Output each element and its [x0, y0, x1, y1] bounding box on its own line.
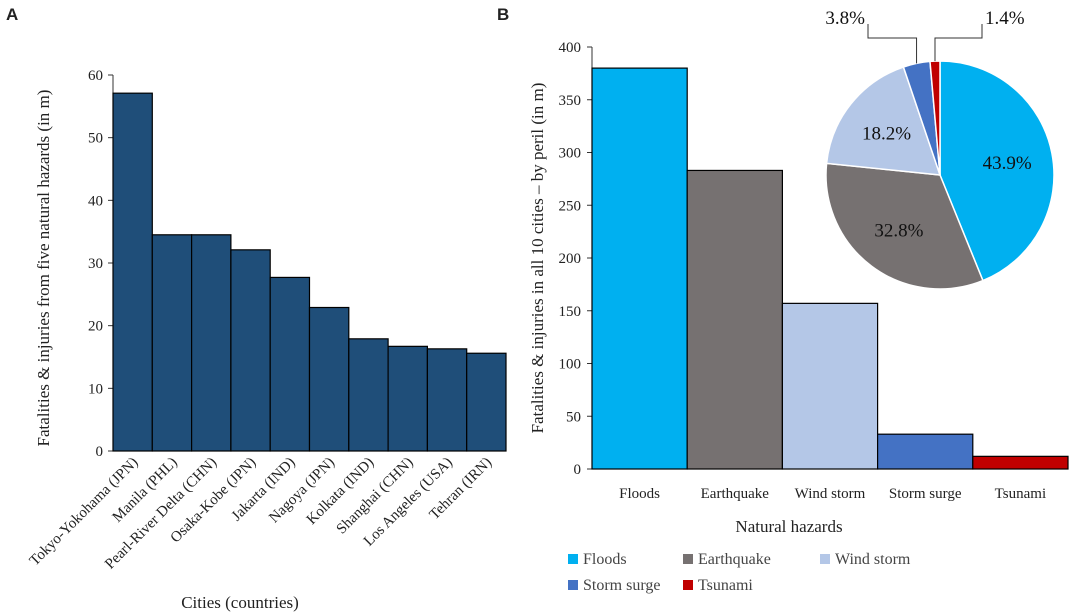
panel-a-y-tick-label: 10 [88, 381, 103, 397]
legend: Floods Earthquake Wind storm Storm surge Tsu… [568, 551, 911, 594]
legend-label: Floods [583, 551, 627, 568]
panel-a-y-axis-title: Fatalities & injuries from five natural … [34, 90, 53, 447]
legend-label: Earthquake [698, 551, 771, 568]
panel-a-bar [426, 348, 468, 452]
panel-a-bar [191, 234, 232, 452]
panel-a-y-tick-label: 40 [88, 193, 103, 209]
legend-label: Wind storm [835, 551, 911, 568]
panel-a-y-tick-label: 50 [88, 131, 103, 147]
panel-a-y-tick-label: 20 [88, 319, 103, 335]
legend-swatch [568, 554, 578, 564]
panel-b-y-tick-label: 100 [559, 357, 582, 373]
pie-slice [825, 162, 984, 290]
panel-b-y-tick-label: 50 [566, 409, 581, 425]
legend-swatch [820, 554, 830, 564]
panel-a-bar [269, 276, 311, 452]
pie-slice [939, 60, 1055, 282]
panel-b-x-tick-label: Tsunami [995, 486, 1046, 502]
panel-b-y-tick-label: 250 [559, 198, 582, 214]
panel-a-bar [112, 92, 153, 452]
panel-b-y-tick-label: 200 [559, 251, 582, 267]
panel-a-y-tick-label: 30 [88, 256, 103, 272]
pie-value-label: 32.8% [874, 221, 923, 242]
pie-slice [825, 66, 942, 176]
panel-b-bar [972, 455, 1069, 470]
legend-swatch [683, 554, 693, 564]
legend-swatch [683, 580, 693, 590]
panel-b-x-tick-label: Wind storm [795, 486, 866, 502]
panel-b-x-tick-label: Storm surge [889, 486, 962, 502]
panel-b-letter: B [497, 5, 509, 24]
pie-leader-line [867, 24, 918, 64]
legend-label: Storm surge [583, 577, 660, 594]
panel-a-bar [466, 352, 507, 452]
pie-slice [929, 60, 941, 176]
panel-b-y-tick-label: 0 [574, 462, 582, 478]
panel-b-x-tick-label: Floods [619, 486, 660, 502]
panel-b-bar [686, 169, 784, 470]
panel-a-bar [387, 345, 429, 452]
panel-b-y-tick-label: 150 [559, 304, 582, 320]
legend-label: Tsunami [698, 577, 753, 594]
panel-a-y-tick-label: 0 [96, 444, 104, 460]
panel-a-bar [230, 249, 271, 452]
panel-b-bar [781, 302, 879, 470]
pie-value-label: 1.4% [985, 8, 1025, 29]
panel-b-chart: 0 50 100 150 200 250 300 350 400 Floods Earthquake… [528, 40, 1069, 536]
pie-value-label: 3.8% [825, 8, 865, 29]
panel-b-y-tick-label: 350 [559, 93, 582, 109]
legend-swatch [568, 580, 578, 590]
panel-a-bar [348, 338, 389, 452]
panel-a-bar [151, 234, 193, 452]
panel-b-y-tick-label: 400 [559, 40, 582, 56]
panel-b-y-tick-label: 300 [559, 146, 582, 162]
panel-a-y-tick-label: 60 [88, 68, 103, 84]
pie-value-label: 18.2% [862, 123, 911, 144]
panel-a-x-axis-title: Cities (countries) [181, 593, 299, 612]
pie-value-label: 43.9% [983, 153, 1032, 174]
pie-leader-line [934, 24, 983, 62]
panel-b-bar [591, 67, 688, 470]
panel-a-bar [308, 306, 350, 452]
panel-b-y-axis-title: Fatalities & injuries in all 10 cities –… [528, 83, 547, 434]
panel-b-x-tick-label: Earthquake [701, 486, 770, 502]
pie-chart: 43.9% 32.8% 18.2% 3.8% 1.4% [825, 8, 1055, 290]
panel-a-letter: A [6, 5, 18, 24]
panel-b-bar [876, 433, 974, 470]
panel-b-x-axis-title: Natural hazards [735, 517, 842, 536]
